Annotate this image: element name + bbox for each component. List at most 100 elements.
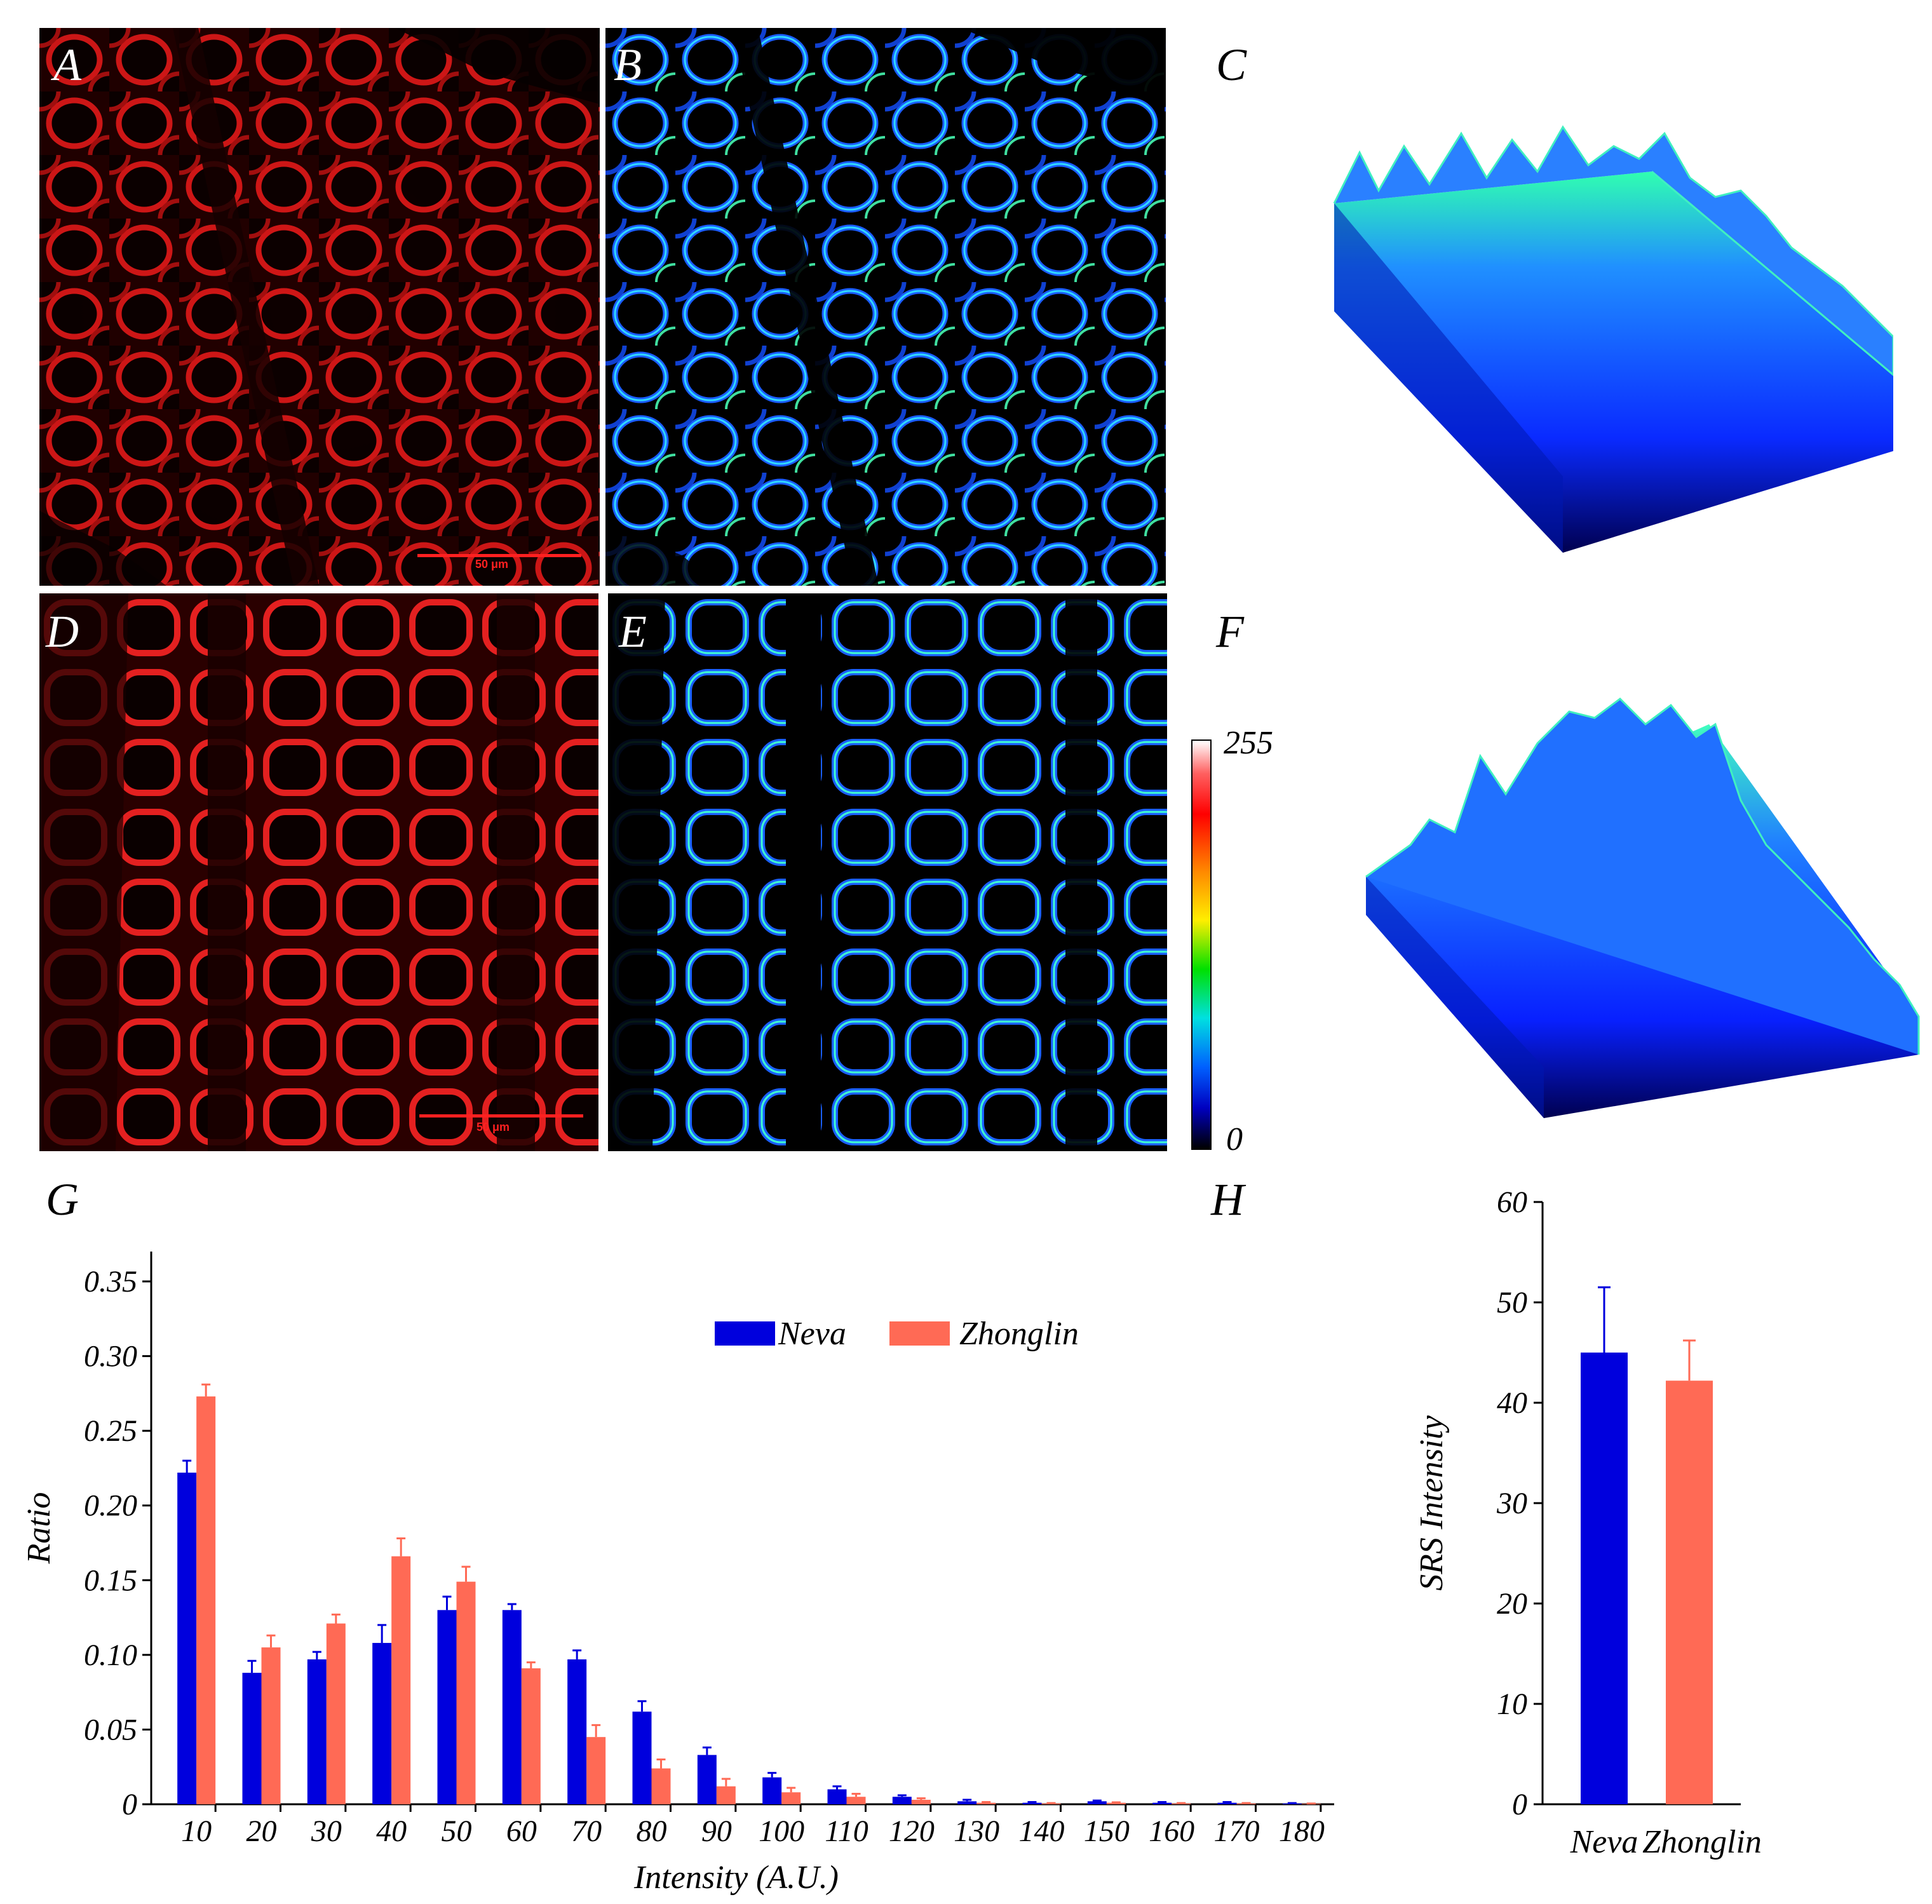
g-bar-zhonglin xyxy=(846,1797,866,1804)
h-y-tick-label: 0 xyxy=(1512,1788,1527,1821)
g-bar-neva xyxy=(957,1801,977,1804)
g-bar-zhonglin xyxy=(781,1792,801,1804)
legend-swatch-neva xyxy=(715,1321,775,1346)
g-bar-neva xyxy=(502,1610,522,1804)
h-y-tick-label: 40 xyxy=(1497,1386,1527,1420)
g-bar-zhonglin xyxy=(521,1668,541,1804)
h-bar-zhonglin xyxy=(1666,1381,1713,1804)
g-x-tick-label: 140 xyxy=(1019,1814,1065,1848)
g-x-tick-label: 20 xyxy=(247,1814,277,1848)
panel-b-image xyxy=(605,28,1166,586)
g-bar-zhonglin xyxy=(196,1396,216,1804)
g-bar-zhonglin xyxy=(716,1786,736,1804)
g-x-tick-label: 40 xyxy=(376,1814,407,1848)
g-x-axis-label: Intensity (A.U.) xyxy=(633,1860,839,1896)
panel-f-surface-plot xyxy=(1353,686,1925,1131)
g-y-tick-label: 0.25 xyxy=(84,1414,137,1448)
panel-e-micrograph xyxy=(608,593,1167,1151)
g-x-tick-label: 90 xyxy=(701,1814,732,1848)
g-x-tick-label: 130 xyxy=(954,1814,999,1848)
g-bar-zhonglin xyxy=(1106,1802,1126,1804)
g-x-tick-label: 50 xyxy=(442,1814,472,1848)
panel-label-b: B xyxy=(614,39,642,90)
g-y-tick-label: 0.15 xyxy=(84,1563,137,1597)
colorbar-min-label: 0 xyxy=(1226,1121,1243,1158)
g-x-tick-label: 10 xyxy=(181,1814,212,1848)
panel-label-d: D xyxy=(46,606,79,657)
legend-label-zhonglin: Zhonglin xyxy=(959,1316,1079,1352)
h-y-tick-label: 20 xyxy=(1497,1587,1527,1621)
scale-bar-d xyxy=(419,1114,583,1117)
g-bar-zhonglin xyxy=(261,1647,281,1804)
g-bar-neva xyxy=(1087,1801,1107,1804)
h-y-tick-label: 10 xyxy=(1497,1687,1527,1721)
colorbar xyxy=(1191,739,1212,1150)
g-bar-neva xyxy=(372,1643,392,1804)
h-x-tick-label: Zhonglin xyxy=(1642,1824,1762,1860)
g-bar-zhonglin xyxy=(456,1581,476,1804)
h-y-axis-label: SRS Intensity xyxy=(1414,1415,1450,1591)
panel-label-g: G xyxy=(46,1174,79,1225)
g-x-tick-label: 100 xyxy=(759,1814,804,1848)
panel-e-image xyxy=(608,593,1167,1151)
panel-d-micrograph xyxy=(39,593,598,1151)
g-bar-neva xyxy=(1022,1802,1042,1804)
scale-bar-a-label: 50 μm xyxy=(475,558,509,571)
h-y-tick-label: 60 xyxy=(1497,1185,1527,1219)
g-x-tick-label: 150 xyxy=(1084,1814,1130,1848)
g-x-tick-label: 120 xyxy=(889,1814,935,1848)
panel-d-image xyxy=(39,593,598,1151)
g-bar-neva xyxy=(762,1777,782,1804)
g-bar-zhonglin xyxy=(586,1737,606,1804)
colorbar-max-label: 255 xyxy=(1224,725,1273,761)
h-x-tick-label: Neva xyxy=(1570,1824,1638,1860)
g-y-tick-label: 0.10 xyxy=(84,1638,137,1672)
g-y-tick-label: 0 xyxy=(122,1788,137,1821)
g-bar-zhonglin xyxy=(911,1799,931,1804)
panel-label-c: C xyxy=(1216,39,1247,90)
scale-bar-d-label: 50 μm xyxy=(476,1121,510,1133)
g-bar-neva xyxy=(437,1610,457,1804)
g-x-tick-label: 80 xyxy=(637,1814,667,1848)
g-y-axis-label: Ratio xyxy=(21,1492,57,1565)
panel-b-micrograph xyxy=(605,28,1166,586)
panel-a-image xyxy=(39,28,600,586)
g-bar-zhonglin xyxy=(976,1802,996,1804)
g-bar-neva xyxy=(1152,1802,1172,1804)
g-bar-neva xyxy=(697,1755,717,1804)
panel-label-e: E xyxy=(619,606,647,657)
scale-bar-a xyxy=(417,554,581,557)
g-x-tick-label: 60 xyxy=(506,1814,537,1848)
g-bar-neva xyxy=(567,1659,587,1804)
g-x-tick-label: 180 xyxy=(1279,1814,1325,1848)
panel-a-micrograph xyxy=(39,28,600,586)
g-y-tick-label: 0.20 xyxy=(84,1489,137,1523)
g-bar-zhonglin xyxy=(326,1623,346,1804)
g-bar-zhonglin xyxy=(651,1768,671,1804)
g-bar-neva xyxy=(1217,1802,1237,1804)
legend-label-neva: Neva xyxy=(778,1316,846,1352)
g-x-tick-label: 160 xyxy=(1149,1814,1194,1848)
panel-label-f: F xyxy=(1216,606,1244,657)
g-y-tick-label: 0.05 xyxy=(84,1713,137,1746)
g-bar-neva xyxy=(177,1473,197,1804)
g-x-tick-label: 30 xyxy=(311,1814,342,1848)
g-bar-neva xyxy=(827,1789,847,1804)
g-x-tick-label: 70 xyxy=(571,1814,602,1848)
legend-swatch-zhonglin xyxy=(889,1321,950,1346)
g-bar-neva xyxy=(892,1797,912,1804)
panel-f-surface xyxy=(1365,698,1920,1118)
h-y-tick-label: 30 xyxy=(1496,1487,1527,1520)
g-bar-neva xyxy=(242,1673,262,1804)
g-bar-neva xyxy=(307,1659,327,1804)
panel-label-a: A xyxy=(53,39,81,90)
g-bar-zhonglin xyxy=(391,1556,411,1804)
g-x-tick-label: 170 xyxy=(1214,1814,1260,1848)
h-y-tick-label: 50 xyxy=(1497,1286,1527,1320)
panel-label-h: H xyxy=(1211,1174,1244,1225)
panel-c-surface-plot xyxy=(1321,121,1893,565)
g-x-tick-label: 110 xyxy=(825,1814,868,1848)
g-y-tick-label: 0.30 xyxy=(84,1340,137,1374)
panel-c-surface xyxy=(1333,125,1893,553)
g-bar-neva xyxy=(632,1712,652,1804)
